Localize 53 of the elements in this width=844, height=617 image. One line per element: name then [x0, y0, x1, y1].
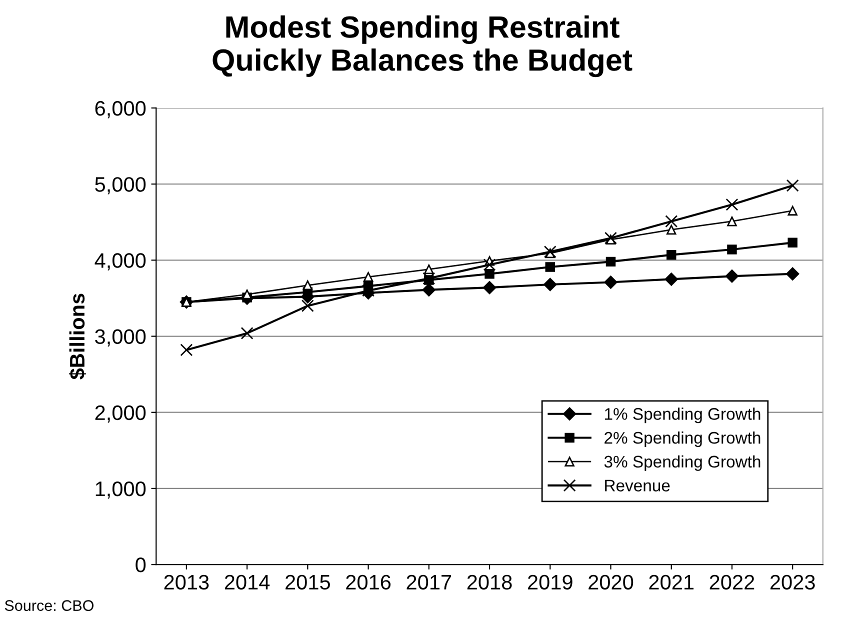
- x-tick-label: 2022: [710, 574, 754, 590]
- legend-label: Revenue: [605, 480, 670, 492]
- point: [604, 276, 618, 289]
- y-tick-label: 6,000: [95, 100, 146, 118]
- point: [664, 272, 678, 286]
- x-tick-label: 2020: [588, 574, 634, 590]
- legend-label: 3% Spending Growth: [604, 455, 760, 471]
- point: [665, 215, 678, 228]
- x-tick-label: 2017: [406, 574, 452, 590]
- point: [786, 179, 799, 192]
- point: [422, 272, 436, 285]
- legend-label: 2% Spending Growth: [604, 431, 760, 448]
- point: [788, 206, 798, 216]
- point: [606, 256, 616, 267]
- y-tick-label: 3,000: [95, 329, 146, 346]
- x-tick-label: 2016: [346, 574, 391, 590]
- x-tick-label: 2014: [224, 574, 270, 590]
- x-tick-label: 2013: [164, 574, 209, 590]
- y-tick-label: 4,000: [94, 253, 146, 270]
- point: [788, 238, 798, 248]
- x-tick-label: 2019: [528, 574, 572, 590]
- point: [726, 198, 738, 211]
- point: [666, 250, 676, 260]
- legend-label: 1% Spending Growth: [605, 408, 760, 424]
- x-tick-label: 2021: [649, 574, 694, 590]
- y-axis-title: $Billions: [68, 294, 86, 380]
- point: [786, 267, 800, 280]
- y-tick-label: 1,000: [96, 481, 146, 499]
- point: [482, 280, 496, 294]
- point: [302, 280, 313, 290]
- point: [483, 258, 496, 271]
- point: [727, 244, 737, 254]
- point: [544, 278, 557, 292]
- y-tick-label: 5,000: [95, 177, 146, 194]
- point: [424, 264, 434, 274]
- point: [301, 300, 314, 312]
- point: [545, 262, 555, 272]
- x-tick-label: 2018: [467, 574, 512, 590]
- point: [666, 224, 676, 235]
- point: [484, 269, 494, 279]
- x-tick-label: 2023: [770, 574, 815, 590]
- source-note: Source: CBO: [4, 600, 94, 611]
- point: [727, 216, 737, 226]
- y-tick-label: 2,000: [95, 405, 146, 423]
- point: [180, 344, 193, 356]
- chart-title: Modest Spending Restraint Quickly Balances the Budget: [212, 15, 632, 78]
- x-tick-label: 2015: [286, 574, 330, 590]
- point: [422, 283, 436, 296]
- point: [363, 272, 374, 282]
- point: [362, 284, 375, 297]
- y-tick-label: 0: [136, 558, 146, 572]
- point: [725, 270, 739, 283]
- point: [240, 326, 254, 340]
